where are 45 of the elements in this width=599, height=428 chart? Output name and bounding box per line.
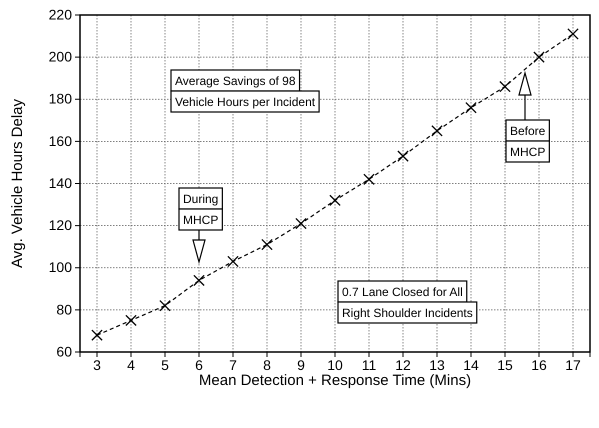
- x-tick-label: 15: [497, 356, 513, 373]
- x-tick-label: 11: [362, 356, 376, 373]
- point: [363, 174, 375, 186]
- point: [465, 102, 477, 114]
- annotation: 0.7 Lane Closed for All Right Shoulder Incidents: [342, 285, 473, 320]
- x-tick-label: 16: [531, 356, 547, 373]
- point: [159, 300, 171, 312]
- y-tick-label: 160: [48, 132, 72, 149]
- x-tick-label: 6: [195, 356, 204, 373]
- y-tick-label: 100: [48, 259, 72, 276]
- annotation: During MHCP: [183, 192, 218, 227]
- x-tick-label: 3: [93, 356, 102, 373]
- point: [329, 194, 341, 206]
- point: [397, 150, 409, 162]
- point: [499, 80, 511, 92]
- x-tick-label: 9: [297, 356, 306, 373]
- annotation: Before MHCP: [510, 124, 546, 159]
- y-tick-label: 180: [48, 90, 72, 107]
- x-tick-label: 4: [127, 356, 136, 373]
- point: [431, 125, 443, 137]
- x-tick-label: 13: [429, 356, 445, 373]
- point: [91, 329, 103, 341]
- y-tick-label: 60: [56, 343, 72, 360]
- point: [295, 218, 307, 230]
- x-tick-label: 5: [161, 356, 170, 373]
- point: [567, 28, 579, 40]
- x-tick-label: 17: [565, 356, 581, 373]
- y-axis-title: Avg. Vehicle Hours Delay: [9, 98, 26, 268]
- x-tick-label: 7: [229, 356, 238, 373]
- y-tick-label: 220: [48, 6, 72, 22]
- x-tick-label: 12: [395, 356, 411, 373]
- point: [125, 314, 137, 326]
- x-tick-label: 14: [463, 356, 479, 373]
- y-tick-label: 200: [48, 48, 72, 65]
- point: [227, 256, 239, 268]
- x-tick-label: 8: [263, 356, 272, 373]
- annotation: Average Savings of 98 Vehicle Hours per Incident: [175, 74, 316, 109]
- x-tick-label: 10: [327, 356, 343, 373]
- point: [261, 238, 273, 250]
- point: [533, 51, 545, 63]
- y-tick-label: 80: [56, 301, 72, 318]
- y-tick-label: 120: [48, 217, 72, 234]
- x-axis-title: Mean Detection + Response Time (Mins): [198, 372, 472, 389]
- point: [193, 274, 205, 286]
- y-tick-label: 140: [48, 174, 72, 191]
